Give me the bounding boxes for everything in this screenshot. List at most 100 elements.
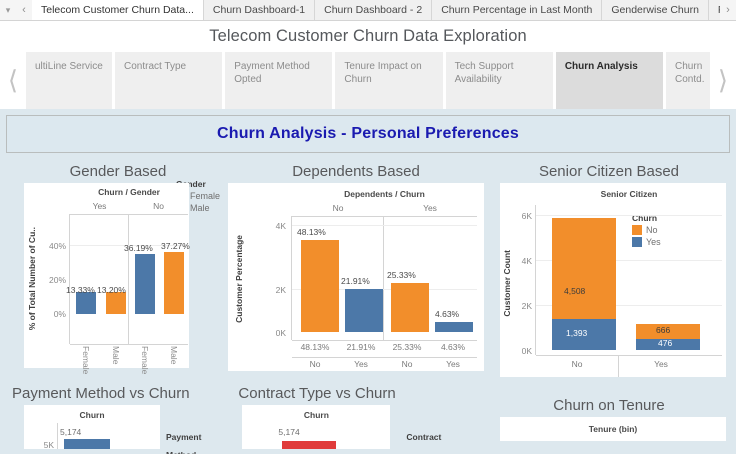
bar-senior-no-churn-no[interactable] bbox=[552, 218, 616, 319]
senior-legend-item-yes[interactable]: Yes bbox=[632, 237, 661, 247]
story-point-multiline-service[interactable]: ultiLine Service bbox=[26, 52, 112, 109]
tab-churn-dashboard-2[interactable]: Churn Dashboard - 2 bbox=[315, 0, 433, 20]
payment-ytick-5k: 5K bbox=[43, 440, 54, 449]
xlabel-3: Yes bbox=[446, 359, 460, 369]
story-point-payment-method-opted[interactable]: Payment Method Opted bbox=[225, 52, 333, 109]
bar-dep-no-churn-yes[interactable] bbox=[345, 289, 383, 332]
payment-method-vs-churn-title: Payment Method vs Churn bbox=[12, 385, 190, 402]
xlabel-yes: Yes bbox=[654, 359, 668, 369]
dependents-ytick-4k: 4K bbox=[275, 221, 286, 231]
label-female-yes: 13.33% bbox=[66, 285, 95, 295]
y-axis-line bbox=[535, 205, 536, 355]
panel-payment-method-vs-churn: Payment Method vs Churn Churn 5,174 5K P… bbox=[10, 379, 226, 454]
tab-menu-icon[interactable]: ▾ bbox=[0, 0, 16, 20]
label-senior-no-churn-no: 4,508 bbox=[564, 286, 586, 296]
tab-scroll-right-icon[interactable]: › bbox=[720, 0, 736, 20]
gender-chart-subtitle: Churn / Gender bbox=[98, 187, 160, 197]
story-next-icon[interactable]: ⟩ bbox=[717, 65, 729, 96]
tab-churn-dashboard-1[interactable]: Churn Dashboard-1 bbox=[203, 0, 316, 20]
dependents-panel-header-no: No bbox=[332, 203, 344, 213]
payment-method-chart[interactable]: Churn 5,174 5K bbox=[24, 405, 160, 449]
senior-ytick-2k: 2K bbox=[521, 301, 532, 311]
bottom-value-0: 48.13% bbox=[300, 342, 330, 352]
bottom-value-3: 4.63% bbox=[440, 342, 466, 352]
gender-based-chart[interactable]: Churn / Gender Yes No % of Total Number … bbox=[24, 183, 190, 374]
dependents-plot-area: 48.13% 21.91% 25.33% 4.63% bbox=[292, 222, 477, 332]
xlabel-1: Yes bbox=[354, 359, 368, 369]
story-point-churn-analysis[interactable]: Churn Analysis bbox=[555, 52, 664, 109]
story-points: ultiLine Service Contract Type Payment M… bbox=[26, 52, 710, 109]
payment-chart-subtitle: Churn bbox=[79, 410, 105, 420]
story-point-churn-analysis-contd[interactable]: Churn Contd. bbox=[666, 52, 710, 109]
y-axis-line bbox=[291, 216, 292, 340]
gridline bbox=[536, 215, 722, 216]
tab-genderwise-churn[interactable]: Genderwise Churn bbox=[602, 0, 709, 20]
tab-scroll-left-icon[interactable]: ‹ bbox=[16, 0, 32, 20]
legend-swatch-icon bbox=[632, 237, 642, 247]
gridline bbox=[292, 225, 477, 226]
tab-churn-percentage-last-month[interactable]: Churn Percentage in Last Month bbox=[432, 0, 603, 20]
churn-on-tenure-title: Churn on Tenure bbox=[553, 397, 665, 414]
tab-label: Telecom Customer Churn Data... bbox=[41, 3, 194, 16]
panel-divider bbox=[618, 355, 619, 377]
story-point-label: Churn Contd. bbox=[675, 61, 705, 85]
bar-female-yes[interactable] bbox=[76, 292, 96, 314]
churn-on-tenure-chart[interactable]: Tenure (bin) bbox=[500, 417, 726, 441]
label-payment-value: 5,174 bbox=[60, 427, 82, 437]
tab-label: Genderwise Churn bbox=[611, 4, 699, 16]
tab-label: Churn Dashboard-1 bbox=[212, 4, 306, 16]
tab-payment-method[interactable]: Payment Met bbox=[708, 0, 720, 20]
dependents-panel-header-yes: Yes bbox=[423, 203, 437, 213]
label-dep-no-churn-yes: 21.91% bbox=[341, 276, 370, 286]
xlabel-female-no: Female bbox=[140, 346, 150, 375]
header-rule bbox=[292, 216, 477, 217]
legend-label: No bbox=[646, 225, 658, 235]
tab-telecom-customer-churn-data[interactable]: Telecom Customer Churn Data... bbox=[32, 0, 204, 20]
panel-divider bbox=[128, 214, 129, 344]
story-point-label: Churn Analysis bbox=[564, 61, 638, 72]
xlabel-2: No bbox=[401, 359, 413, 369]
bar-payment-method[interactable] bbox=[64, 439, 110, 449]
contract-type-chart[interactable]: Churn 5,174 bbox=[242, 405, 391, 449]
dashboard-banner: Churn Analysis - Personal Preferences bbox=[6, 115, 730, 153]
x-axis-line bbox=[536, 355, 722, 356]
story-point-tech-support-availability[interactable]: Tech Support Availability bbox=[445, 52, 553, 109]
story-point-tenure-impact-on-churn[interactable]: Tenure Impact on Churn bbox=[335, 52, 443, 109]
gridline bbox=[536, 305, 722, 306]
label-male-no: 37.27% bbox=[161, 241, 190, 251]
senior-citizen-chart[interactable]: Senior Citizen Churn No Yes bbox=[500, 183, 726, 377]
story-prev-icon[interactable]: ⟨ bbox=[7, 65, 19, 96]
bar-female-no[interactable] bbox=[135, 254, 155, 314]
gender-panel-header-yes: Yes bbox=[92, 201, 107, 211]
bar-senior-yes-churn-no[interactable] bbox=[636, 324, 700, 339]
bar-dep-yes-churn-yes[interactable] bbox=[435, 322, 473, 332]
gender-ytick-0: 0% bbox=[53, 309, 66, 319]
contract-chart-subtitle: Churn bbox=[303, 410, 329, 420]
dashboard-canvas: Churn Analysis - Personal Preferences Ge… bbox=[0, 109, 736, 454]
bar-male-no[interactable] bbox=[164, 252, 184, 314]
tab-label: Churn Percentage in Last Month bbox=[441, 4, 593, 16]
bar-senior-no-churn-yes[interactable] bbox=[552, 319, 616, 350]
workbook-tab-bar: ▾ ‹ Telecom Customer Churn Data... Churn… bbox=[0, 0, 736, 21]
panel-contract-type-vs-churn: Contract Type vs Churn Churn 5,174 Contr… bbox=[234, 379, 484, 449]
story-point-contract-type[interactable]: Contract Type bbox=[115, 52, 223, 109]
bar-dep-yes-churn-no[interactable] bbox=[391, 283, 429, 332]
senior-y-axis-title: Customer Count bbox=[502, 249, 512, 317]
legend-swatch-icon bbox=[632, 225, 642, 235]
legend-label: Female bbox=[190, 191, 221, 201]
senior-x-labels: No Yes bbox=[536, 359, 722, 373]
dependents-based-chart[interactable]: Dependents / Churn No Yes Customer Perce… bbox=[228, 183, 484, 371]
story-point-label: Contract Type bbox=[124, 61, 187, 72]
label-female-no: 36.19% bbox=[124, 243, 153, 253]
label-senior-yes-churn-yes: 476 bbox=[658, 338, 673, 348]
xlabel-0: No bbox=[309, 359, 321, 369]
story-navigator: ⟨ ultiLine Service Contract Type Payment… bbox=[0, 52, 736, 109]
legend-label: Yes bbox=[646, 237, 661, 247]
senior-legend-item-no[interactable]: No bbox=[632, 225, 661, 235]
bar-dep-no-churn-no[interactable] bbox=[301, 240, 339, 332]
bar-senior-yes-churn-yes[interactable] bbox=[636, 339, 700, 350]
senior-legend-title: Churn bbox=[632, 213, 658, 223]
dependents-based-title: Dependents Based bbox=[292, 163, 420, 180]
bar-male-yes[interactable] bbox=[106, 292, 126, 314]
bar-contract-type[interactable] bbox=[282, 441, 337, 449]
